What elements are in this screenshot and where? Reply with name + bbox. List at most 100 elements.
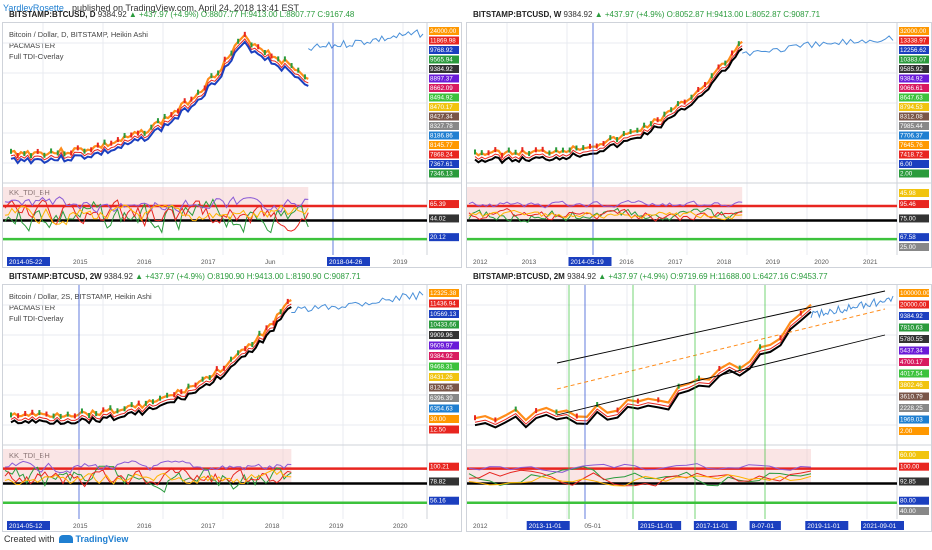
date-marker-bg xyxy=(7,257,50,266)
ticker: BITSTAMP:BTCUSD, 2M xyxy=(473,272,565,281)
candle-bar xyxy=(38,410,41,416)
chart-pane-daily[interactable]: BITSTAMP:BTCUSD, D 9384.92 ▲ +437.97 (+4… xyxy=(2,10,462,268)
axis-price-label-bg xyxy=(429,415,459,423)
candle-bar xyxy=(257,44,260,50)
candle-bar xyxy=(596,402,599,408)
axis-price-label-bg xyxy=(429,331,459,339)
candle-bar xyxy=(588,143,591,149)
candle-bar xyxy=(210,73,213,79)
tdi-mid-band xyxy=(4,469,292,486)
axis-price-label: 1969.03 xyxy=(900,417,923,424)
candle-bar xyxy=(514,149,517,155)
candle-bar xyxy=(636,398,639,404)
axis-price-label-bg xyxy=(899,346,929,355)
candle-bar xyxy=(649,121,652,127)
chart-pane-weekly[interactable]: BITSTAMP:BTCUSD, W 9384.92 ▲ +437.97 (+4… xyxy=(466,10,932,268)
axis-price-label-bg xyxy=(429,289,459,297)
candle-bar xyxy=(50,148,53,154)
candle-bar xyxy=(616,137,619,143)
candle-bar xyxy=(116,137,119,143)
x-axis-label: 2015 xyxy=(73,523,88,530)
candle-bar xyxy=(501,152,504,158)
axis-price-label-bg xyxy=(429,112,459,121)
candle-bar xyxy=(102,407,105,413)
chart-pane-2month[interactable]: BITSTAMP:BTCUSD, 2M 9384.92 ▲ +437.97 (+… xyxy=(466,272,932,532)
axis-price-label: 4700.17 xyxy=(900,359,923,366)
axis-price-label-bg xyxy=(429,299,459,308)
ohlc-values: O:9719.69 H:11688.00 L:6427.16 C:9453.77 xyxy=(670,272,828,281)
candle-bar xyxy=(724,60,727,66)
candle-bar xyxy=(10,412,12,418)
axis-price-label-bg xyxy=(899,369,929,378)
axis-price-label: 9768.92 xyxy=(430,47,453,54)
axis-price-label: 9066.61 xyxy=(900,85,923,92)
channel-lower-line xyxy=(556,334,886,416)
axis-price-label: 7418.72 xyxy=(900,152,923,159)
x-axis-label: 2018 xyxy=(265,523,280,530)
candle-bar xyxy=(63,151,66,157)
axis-price-label-bg xyxy=(429,141,459,149)
candle-bar xyxy=(697,86,700,92)
candle-bar xyxy=(173,392,176,398)
candle-bar xyxy=(208,375,211,381)
candle-bar xyxy=(656,117,659,123)
axis-price-label: 9585.92 xyxy=(900,66,923,73)
candle-bar xyxy=(159,395,162,401)
trend-line xyxy=(474,310,812,429)
projection-line xyxy=(291,290,424,313)
axis-price-label: 32000.00 xyxy=(900,28,927,35)
candle-bar xyxy=(151,399,154,405)
candle-bar xyxy=(297,67,300,73)
candle-bar xyxy=(568,147,571,153)
pane-header: BITSTAMP:BTCUSD, D 9384.92 ▲ +437.97 (+4… xyxy=(9,10,354,19)
tradingview-logo-icon xyxy=(58,535,73,543)
author-link[interactable]: YardleyRosette xyxy=(3,3,64,13)
axis-price-label: 10383.07 xyxy=(900,57,927,64)
axis-price-label: 6396.39 xyxy=(430,395,453,402)
candle-bar xyxy=(180,389,183,395)
candle-bar xyxy=(95,411,98,417)
study-legend: Bitcoin / Dollar, D, BITSTAMP, Heikin As… xyxy=(9,29,148,62)
x-axis-label: 2016 xyxy=(619,259,634,266)
symbol-title: Bitcoin / Dollar, 2S, BITSTAMP, Heikin A… xyxy=(9,292,152,301)
chart-canvas: 24000.00 11869.98 9768.92 9565.94 9384.92 889… xyxy=(3,23,461,266)
axis-price-label: 30.00 xyxy=(430,416,446,423)
axis-price-label: 2.00 xyxy=(900,171,913,178)
axis-price-label: 8794.53 xyxy=(900,104,923,111)
date-marker-bg xyxy=(861,521,904,530)
tradingview-brand-link[interactable]: TradingView xyxy=(75,534,129,544)
candle-bar xyxy=(575,145,578,151)
candle-bar xyxy=(136,130,139,136)
candle-bar xyxy=(663,111,666,117)
axis-price-label: 8120.45 xyxy=(430,385,453,392)
ema-red-line xyxy=(10,38,309,162)
indicator-band-fill xyxy=(467,449,811,483)
candle-bar xyxy=(263,49,266,55)
axis-price-label: 9565.94 xyxy=(430,57,453,64)
axis-price-label-bg xyxy=(899,112,929,121)
indicator-label-bg xyxy=(899,496,929,505)
axis-price-label-bg xyxy=(429,74,459,83)
publish-info: published on TradingView.com, April 24, … xyxy=(72,3,299,13)
axis-price-label: 7868.24 xyxy=(430,152,453,159)
tdi-upper-band xyxy=(468,463,812,473)
candle-bar xyxy=(759,344,762,350)
candle-bar xyxy=(201,376,204,382)
price-change: ▲ +437.97 (+4.9%) xyxy=(128,10,199,19)
indicator-title: KK_TDI_BH xyxy=(9,188,50,197)
axis-price-label: 9384.92 xyxy=(430,66,453,73)
candle-bar xyxy=(73,413,76,419)
candle-bar xyxy=(657,397,660,403)
indicator-label-bg xyxy=(899,507,929,515)
axis-price-label: 8647.63 xyxy=(900,95,923,102)
axis-price-label: 6354.63 xyxy=(430,406,453,413)
axis-price-label: 20000.00 xyxy=(900,302,927,309)
chart-pane-2week[interactable]: BITSTAMP:BTCUSD, 2W 9384.92 ▲ +437.97 (+… xyxy=(2,272,462,532)
publish-header: YardleyRosette published on TradingView.… xyxy=(0,0,932,18)
axis-price-label-bg xyxy=(429,55,459,64)
axis-price-label: 12256.62 xyxy=(900,47,927,54)
axis-price-label-bg xyxy=(429,310,459,318)
axis-price-label-bg xyxy=(429,131,459,140)
chart-canvas: 32000.00 13338.97 12256.62 10383.07 9585.92 9… xyxy=(467,23,931,266)
price-series-line xyxy=(474,303,812,422)
